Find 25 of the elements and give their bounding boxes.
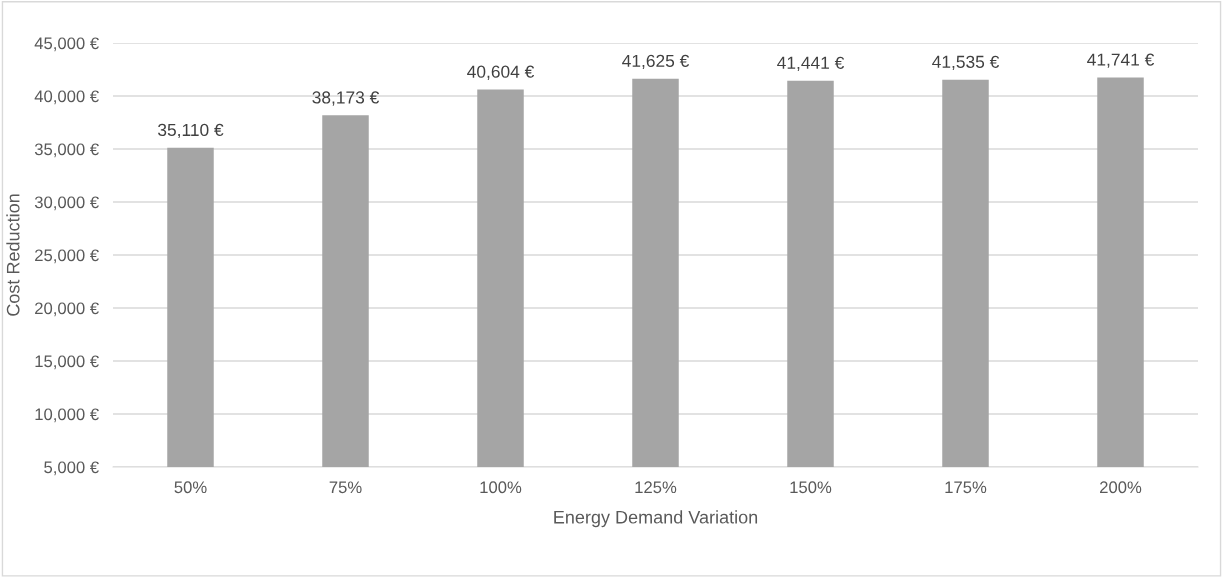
y-tick-label: 30,000 € bbox=[34, 196, 99, 211]
y-tick-label: 40,000 € bbox=[34, 90, 99, 105]
y-axis-title: Cost Reduction bbox=[6, 194, 20, 316]
y-tick-label: 35,000 € bbox=[34, 143, 99, 158]
y-tick-label: 15,000 € bbox=[35, 355, 99, 370]
y-tick-label: 20,000 € bbox=[35, 302, 99, 317]
data-label: 40,604 € bbox=[467, 65, 535, 80]
data-label: 41,535 € bbox=[932, 55, 1000, 71]
data-label: 41,741 € bbox=[1087, 53, 1155, 68]
y-tick-label: 5,000 € bbox=[44, 461, 99, 476]
data-label: 41,441 € bbox=[777, 56, 845, 72]
x-tick-label: 75% bbox=[329, 481, 362, 494]
x-tick-label: 175% bbox=[945, 481, 987, 494]
y-tick-label: 45,000 € bbox=[34, 37, 99, 52]
y-tick-label: 10,000 € bbox=[35, 408, 99, 423]
x-tick-label: 100% bbox=[480, 481, 522, 494]
data-label: 35,110 € bbox=[158, 123, 224, 139]
x-tick-label: 150% bbox=[790, 481, 832, 494]
x-tick-label: 50% bbox=[174, 481, 207, 494]
data-label: 41,625 € bbox=[622, 54, 690, 70]
y-tick-label: 25,000 € bbox=[35, 249, 99, 264]
x-tick-label: 200% bbox=[1100, 481, 1142, 494]
data-label: 38,173 € bbox=[312, 91, 380, 106]
x-axis-title: Energy Demand Variation bbox=[554, 510, 758, 528]
x-tick-label: 125% bbox=[635, 481, 677, 494]
